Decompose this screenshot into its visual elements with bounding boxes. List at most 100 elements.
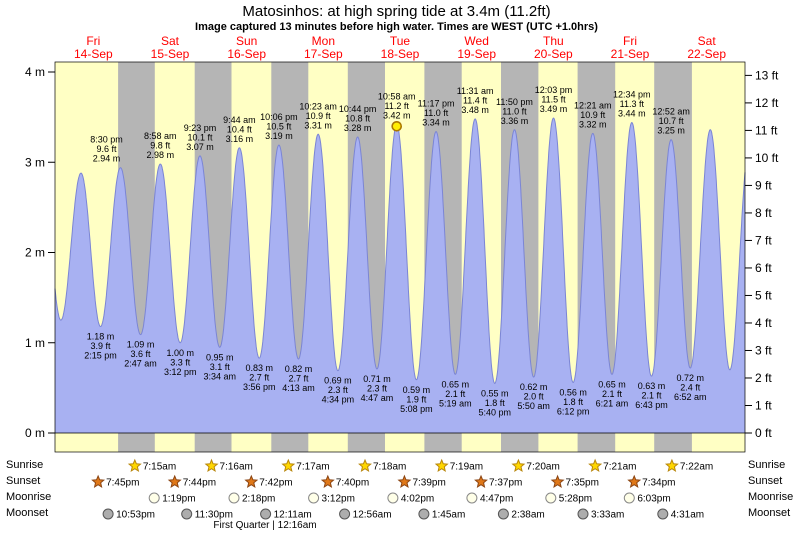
high-annotation-ft: 10.5 ft — [266, 122, 292, 132]
low-annotation-m: 0.56 m — [559, 387, 587, 397]
current-tide-marker — [391, 121, 403, 132]
left-axis-tick-label: 0 m — [25, 426, 45, 440]
sunset-star — [91, 474, 106, 488]
low-annotation-m: 0.59 m — [403, 385, 431, 395]
moonrise-time: 3:12pm — [322, 494, 355, 505]
day-label-dow: Sat — [161, 34, 180, 48]
high-annotation-ft: 11.0 ft — [424, 108, 449, 118]
moonset-time: 3:33am — [591, 510, 624, 521]
day-label-dow: Fri — [86, 34, 100, 48]
moonrise-row-label-right: Moonrise — [748, 491, 793, 503]
sunrise-star — [281, 458, 296, 472]
high-annotation-m: 3.49 m — [540, 104, 568, 114]
low-annotation-time: 5:40 pm — [479, 407, 512, 417]
sunset-star — [550, 474, 565, 488]
right-axis-tick-label: 10 ft — [755, 151, 779, 165]
sunrise-row-label-right: Sunrise — [748, 459, 786, 471]
moonrise-time: 4:02pm — [401, 494, 434, 505]
high-annotation-time: 11:17 pm — [418, 99, 455, 109]
sunrise-time: 7:16am — [220, 462, 253, 473]
tide-area — [55, 118, 745, 433]
high-annotation-m: 3.34 m — [422, 118, 450, 128]
low-annotation-time: 6:43 pm — [635, 400, 668, 410]
high-annotation-time: 12:03 pm — [535, 85, 573, 95]
tide-curve — [54, 117, 746, 385]
moonset-time: 1:45am — [432, 510, 465, 521]
day-label-date: 19-Sep — [457, 47, 496, 61]
moonrise-time: 4:47pm — [480, 494, 513, 505]
right-axis-tick-label: 12 ft — [755, 96, 779, 110]
high-annotation-m: 2.98 m — [147, 150, 175, 160]
sunrise-time: 7:17am — [296, 462, 329, 473]
left-axis-tick-label: 2 m — [25, 246, 45, 260]
high-annotation-m: 3.42 m — [383, 110, 411, 120]
low-annotation-ft: 2.0 ft — [524, 392, 545, 402]
low-annotation-m: 0.71 m — [363, 374, 391, 384]
right-axis-tick-label: 9 ft — [755, 178, 772, 192]
sunrise-time: 7:20am — [526, 462, 559, 473]
low-annotation-time: 2:15 pm — [84, 351, 117, 361]
low-annotation-time: 6:21 am — [596, 398, 629, 408]
low-annotation-m: 0.83 m — [245, 363, 273, 373]
low-annotation-time: 4:13 am — [282, 383, 315, 393]
moonrise-circle — [148, 492, 160, 504]
low-annotation-ft: 2.3 ft — [367, 383, 388, 393]
day-label-date: 21-Sep — [611, 47, 650, 61]
right-axis-tick-label: 5 ft — [755, 288, 772, 302]
high-annotation-time: 10:23 am — [299, 101, 337, 111]
day-label-dow: Thu — [543, 34, 564, 48]
low-annotation-time: 3:12 pm — [164, 367, 197, 377]
sunset-time: 7:45pm — [106, 478, 139, 489]
low-annotation-time: 3:56 pm — [243, 382, 276, 392]
sunset-time: 7:42pm — [259, 478, 292, 489]
high-annotation-ft: 10.9 ft — [306, 111, 332, 121]
low-annotation-m: 1.00 m — [166, 348, 194, 358]
low-annotation-ft: 2.7 ft — [249, 373, 270, 383]
low-annotation-ft: 1.8 ft — [563, 397, 584, 407]
low-annotation-m: 0.69 m — [324, 376, 352, 386]
low-annotation-m: 0.63 m — [638, 381, 666, 391]
right-axis-tick-label: 8 ft — [755, 206, 772, 220]
sunrise-time: 7:21am — [603, 462, 636, 473]
moonrise-circle — [228, 492, 240, 504]
low-annotation-m: 0.55 m — [481, 388, 509, 398]
sunset-time: 7:37pm — [489, 478, 522, 489]
sunrise-star — [434, 458, 449, 472]
moonrise-time: 1:19pm — [162, 494, 195, 505]
left-axis-tick-label: 3 m — [25, 155, 45, 169]
right-axis-tick-label: 3 ft — [755, 343, 772, 357]
low-annotation-time: 5:50 am — [517, 401, 550, 411]
moonset-time: 4:31am — [671, 510, 704, 521]
low-annotation-m: 0.72 m — [677, 373, 705, 383]
moonset-circle — [577, 508, 589, 520]
high-annotation-ft: 9.6 ft — [96, 144, 117, 154]
moonrise-circle — [623, 492, 635, 504]
moonrise-time: 6:03pm — [637, 494, 670, 505]
moonset-circle — [418, 508, 430, 520]
low-annotation-ft: 2.3 ft — [328, 385, 349, 395]
sunset-time: 7:35pm — [566, 478, 599, 489]
moonrise-time: 5:28pm — [559, 494, 592, 505]
low-annotation-m: 1.09 m — [127, 340, 155, 350]
sunrise-star — [664, 458, 679, 472]
high-annotation-m: 3.25 m — [657, 126, 685, 136]
right-axis-tick-label: 7 ft — [755, 233, 772, 247]
day-label-dow: Fri — [623, 34, 637, 48]
day-label-date: 20-Sep — [534, 47, 573, 61]
right-axis-tick-label: 4 ft — [755, 316, 772, 330]
high-annotation-ft: 11.5 ft — [541, 95, 566, 105]
low-annotation-time: 4:34 pm — [322, 395, 355, 405]
day-label-dow: Tue — [390, 34, 411, 48]
day-label-date: 16-Sep — [227, 47, 266, 61]
low-annotation-time: 5:08 pm — [400, 404, 433, 414]
high-annotation-time: 10:44 pm — [339, 104, 377, 114]
moonset-circle — [497, 508, 509, 520]
sunrise-star — [588, 458, 603, 472]
low-annotation-m: 0.65 m — [442, 379, 470, 389]
day-label-date: 14-Sep — [74, 47, 113, 61]
high-annotation-m: 3.19 m — [265, 131, 293, 141]
sunset-time: 7:34pm — [642, 478, 675, 489]
day-label-dow: Mon — [312, 34, 335, 48]
low-annotation-ft: 3.6 ft — [131, 349, 152, 359]
